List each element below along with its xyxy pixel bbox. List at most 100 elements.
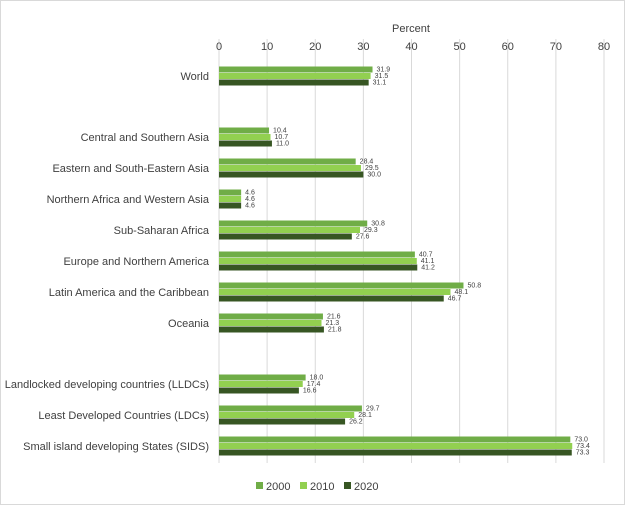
value-label: 4.6 bbox=[245, 203, 255, 210]
bar bbox=[219, 449, 572, 456]
bar bbox=[219, 264, 418, 271]
x-tick-label: 60 bbox=[502, 41, 514, 53]
x-tick-label: 30 bbox=[357, 41, 369, 53]
legend-label: 2020 bbox=[354, 481, 378, 493]
x-axis-ticks: 0 10 20 30 40 50 60 70 80 bbox=[216, 41, 610, 53]
legend-label: 2010 bbox=[310, 481, 334, 493]
value-label: 48.1 bbox=[454, 289, 468, 296]
bar bbox=[219, 73, 371, 79]
x-tick-label: 40 bbox=[405, 41, 417, 53]
x-tick-label: 80 bbox=[598, 41, 610, 53]
value-label: 4.6 bbox=[245, 196, 255, 203]
category-label: Central and Southern Asia bbox=[81, 132, 210, 144]
category-label: World bbox=[180, 71, 209, 83]
bar bbox=[219, 295, 444, 302]
bar bbox=[219, 233, 352, 240]
value-label: 11.0 bbox=[276, 141, 289, 148]
value-label: 41.1 bbox=[421, 258, 435, 265]
category-label: Least Developed Countries (LDCs) bbox=[38, 410, 209, 422]
bar bbox=[219, 196, 242, 202]
value-label: 10.7 bbox=[274, 134, 288, 141]
bar bbox=[219, 412, 355, 418]
bar bbox=[219, 134, 271, 140]
bar bbox=[219, 251, 415, 258]
bar bbox=[219, 202, 242, 209]
bar bbox=[219, 158, 356, 165]
value-label: 21.3 bbox=[326, 320, 340, 327]
value-label: 27.6 bbox=[356, 234, 370, 241]
bar bbox=[219, 381, 303, 387]
bars bbox=[219, 66, 573, 456]
bar bbox=[219, 282, 464, 289]
x-tick-label: 50 bbox=[454, 41, 466, 53]
value-label: 16.6 bbox=[303, 388, 317, 395]
value-label: 73.3 bbox=[576, 450, 590, 457]
bar bbox=[219, 165, 361, 171]
category-labels: World Central and Southern Asia Eastern an… bbox=[5, 71, 210, 453]
value-label: 31.9 bbox=[377, 67, 391, 74]
value-label: 26.2 bbox=[349, 419, 363, 426]
x-tick-label: 70 bbox=[550, 41, 562, 53]
bar bbox=[219, 374, 306, 381]
value-label: 30.0 bbox=[367, 172, 381, 179]
value-label: 29.3 bbox=[364, 227, 378, 234]
bar bbox=[219, 79, 369, 86]
category-label: Latin America and the Caribbean bbox=[49, 287, 209, 299]
bar bbox=[219, 320, 322, 326]
bar bbox=[219, 436, 571, 443]
bar bbox=[219, 227, 361, 233]
x-tick-label: 20 bbox=[309, 41, 321, 53]
value-label: 10.4 bbox=[273, 128, 287, 135]
value-label: 4.6 bbox=[245, 190, 255, 197]
bar bbox=[219, 326, 324, 333]
category-label: Northern Africa and Western Asia bbox=[47, 194, 210, 206]
bar bbox=[219, 140, 272, 147]
value-label: 28.4 bbox=[360, 159, 374, 166]
category-label: Sub-Saharan Africa bbox=[114, 225, 210, 237]
value-label: 31.1 bbox=[373, 80, 387, 87]
value-label: 18.0 bbox=[310, 375, 324, 382]
value-label: 30.8 bbox=[371, 221, 385, 228]
bar bbox=[219, 443, 573, 449]
value-label: 17.4 bbox=[307, 381, 321, 388]
value-label: 28.1 bbox=[358, 412, 372, 419]
value-label: 29.7 bbox=[366, 406, 380, 413]
value-label: 50.8 bbox=[467, 283, 481, 290]
bar bbox=[219, 258, 417, 264]
value-label: 73.4 bbox=[576, 443, 590, 450]
x-tick-label: 10 bbox=[261, 41, 273, 53]
value-label: 73.0 bbox=[574, 437, 588, 444]
bar bbox=[219, 405, 362, 412]
x-axis-title: Percent bbox=[392, 23, 430, 35]
bar bbox=[219, 418, 346, 425]
legend: 2000 2010 2020 bbox=[256, 481, 378, 493]
value-label: 21.6 bbox=[327, 314, 341, 321]
value-label: 29.5 bbox=[365, 165, 379, 172]
bar bbox=[219, 387, 299, 394]
value-label: 46.7 bbox=[448, 296, 462, 303]
bar bbox=[219, 66, 373, 73]
value-label: 21.8 bbox=[328, 327, 342, 334]
value-label: 41.2 bbox=[421, 265, 435, 272]
x-tick-label: 0 bbox=[216, 41, 222, 53]
legend-swatch bbox=[256, 482, 263, 489]
category-label: Small island developing States (SIDS) bbox=[23, 441, 209, 453]
value-labels: 31.931.531.110.410.711.028.429.530.04.64… bbox=[245, 67, 590, 457]
bar bbox=[219, 171, 364, 178]
category-label: Landlocked developing countries (LLDCs) bbox=[5, 379, 209, 391]
legend-swatch bbox=[344, 482, 351, 489]
bar bbox=[219, 313, 323, 320]
value-label: 31.5 bbox=[375, 73, 389, 80]
legend-label: 2000 bbox=[266, 481, 290, 493]
bar bbox=[219, 289, 451, 295]
bar bbox=[219, 189, 242, 196]
category-label: Europe and Northern America bbox=[63, 256, 209, 268]
value-label: 40.7 bbox=[419, 252, 433, 259]
bar bbox=[219, 127, 270, 134]
gridlines bbox=[218, 39, 605, 463]
category-label: Oceania bbox=[168, 318, 210, 330]
legend-swatch bbox=[300, 482, 307, 489]
bar bbox=[219, 220, 368, 227]
